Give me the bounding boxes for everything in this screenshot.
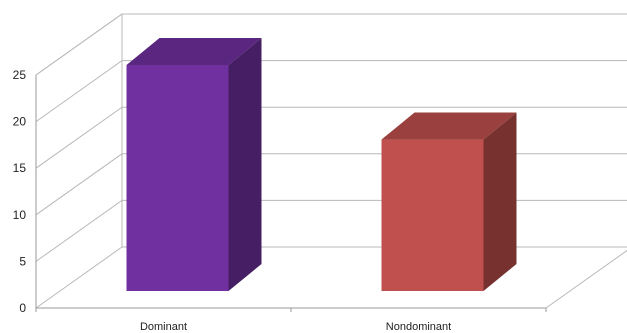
y-tick-label-15: 15 — [13, 161, 27, 175]
y-tick-label-20: 20 — [13, 115, 27, 129]
gridline-10 — [35, 153, 627, 216]
bar-top-face — [126, 38, 262, 65]
chart-walls — [35, 13, 627, 309]
bar-front-face — [381, 139, 484, 291]
bar-nondominant — [381, 112, 517, 291]
gridlines — [35, 13, 627, 309]
bar-side-face — [228, 38, 262, 291]
bar-front-face — [126, 65, 229, 291]
y-tick-label-25: 25 — [13, 68, 27, 82]
y-tick-label-10: 10 — [13, 208, 27, 222]
floor-right-edge — [545, 249, 627, 309]
bar-side-face — [483, 112, 517, 291]
gridline-20 — [35, 60, 627, 123]
bar-dominant — [126, 38, 262, 291]
gridline-0 — [35, 246, 627, 309]
x-tick-labels: Dominant Nondominant — [140, 321, 451, 333]
gridline-5 — [35, 199, 627, 262]
y-tick-labels: 0 5 10 15 20 25 — [13, 68, 27, 315]
bar-top-face — [381, 112, 517, 140]
x-tick-label-dominant: Dominant — [140, 321, 187, 333]
y-tick-label-5: 5 — [19, 254, 26, 268]
y-tick-label-0: 0 — [19, 301, 26, 315]
bars — [126, 38, 517, 291]
x-tick-label-nondominant: Nondominant — [386, 321, 451, 333]
gridline-25 — [35, 13, 627, 76]
axes — [35, 75, 547, 312]
gridline-15 — [35, 106, 627, 169]
